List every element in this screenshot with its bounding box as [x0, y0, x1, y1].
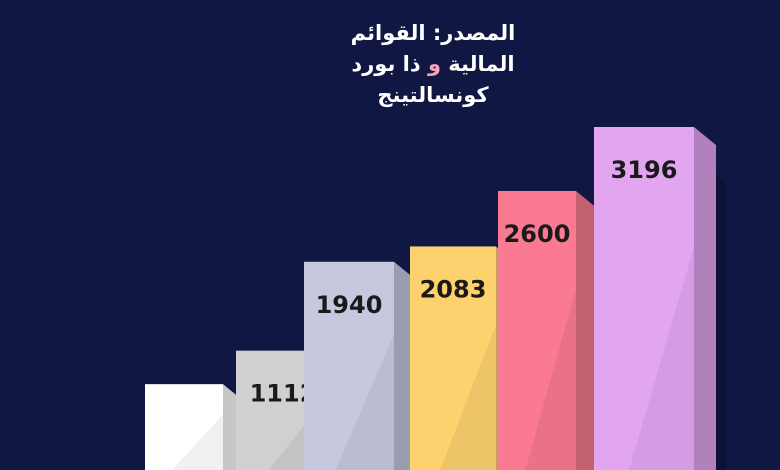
bar-front-shade [335, 334, 394, 470]
value-label: 1940 [316, 291, 383, 319]
value-label: 2600 [504, 220, 571, 248]
bar-front [410, 246, 496, 470]
caption-ampersand: و [427, 52, 441, 76]
bar-front [594, 127, 694, 470]
caption-line-2: المالية و ذا بورد [318, 49, 548, 80]
bar-front-shade [525, 288, 576, 470]
bar-front-shade [440, 324, 496, 470]
bar-front [145, 384, 223, 470]
bar-side [694, 127, 716, 470]
bar-front-shade [172, 414, 223, 470]
value-label: 3196 [611, 156, 678, 184]
bar-side [576, 190, 598, 470]
caption-line-2-start: المالية [441, 52, 515, 76]
caption-line-2-end: ذا بورد [351, 52, 428, 76]
caption-line-1: المصدر: القوائم [350, 21, 516, 45]
bar-front [304, 261, 394, 470]
bar-front [498, 190, 576, 470]
bar-6 [594, 127, 726, 470]
source-caption: المصدر: القوائم المالية و ذا بورد كونسال… [318, 18, 548, 111]
bar-front-shade [629, 247, 694, 470]
caption-line-3: كونسالتينج [377, 83, 489, 107]
value-label: 2083 [420, 275, 487, 303]
